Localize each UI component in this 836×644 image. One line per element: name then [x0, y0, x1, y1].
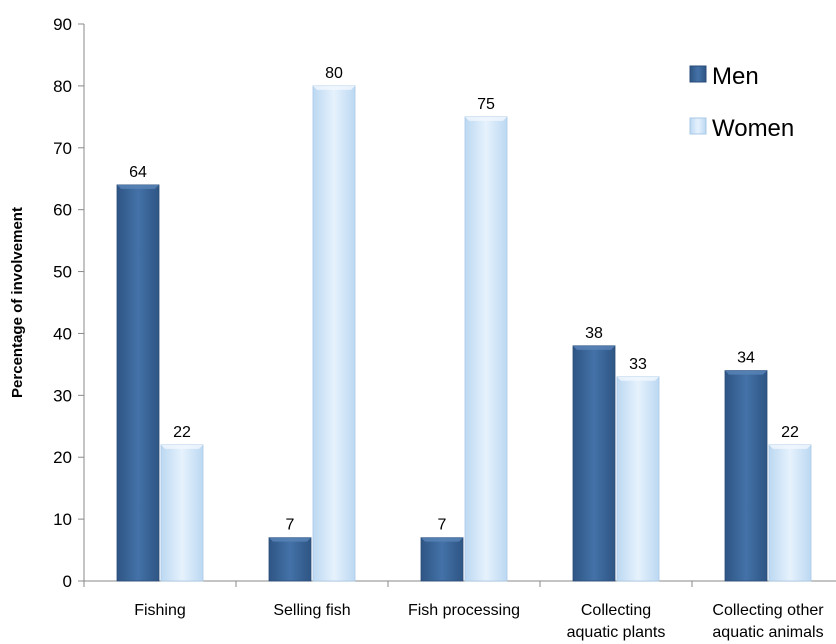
- bar-women: [616, 376, 660, 582]
- legend-label-men: Men: [712, 63, 759, 90]
- data-label: 7: [438, 517, 447, 534]
- y-tick-label: 80: [53, 77, 72, 96]
- bar-bevel: [313, 85, 355, 90]
- y-tick-label: 10: [53, 510, 72, 529]
- bar-bevel: [769, 444, 811, 449]
- y-tick-label: 0: [63, 572, 72, 591]
- bar-men: [724, 370, 768, 582]
- bar-women: [160, 444, 204, 582]
- y-tick-label: 60: [53, 201, 72, 220]
- bar-men: [572, 345, 616, 582]
- bar-men: [116, 184, 160, 582]
- bar-bevel: [465, 116, 507, 121]
- x-tick-label: aquatic plants: [567, 624, 666, 641]
- bar-women: [464, 116, 508, 582]
- bar-bevel: [269, 537, 311, 542]
- bars: [116, 85, 812, 582]
- bar-men: [268, 537, 312, 582]
- data-label: 80: [325, 65, 343, 82]
- x-tick-label: aquatic animals: [712, 624, 823, 641]
- data-label: 22: [781, 424, 799, 441]
- y-tick-label: 50: [53, 263, 72, 282]
- bar-men: [420, 537, 464, 582]
- y-tick-label: 90: [53, 15, 72, 34]
- data-label: 33: [629, 356, 647, 373]
- data-label: 38: [585, 325, 603, 342]
- bar-bevel: [161, 444, 203, 449]
- x-tick-label: Fishing: [134, 602, 186, 619]
- x-tick-label: Fish processing: [408, 602, 520, 619]
- bar-women: [312, 85, 356, 582]
- legend: Men Women: [689, 63, 794, 142]
- x-tick-label: Collecting other: [712, 602, 824, 619]
- data-label: 34: [737, 350, 755, 367]
- bar-bevel: [573, 345, 615, 350]
- labels: 64 22 Fishing 7 80 Selling fish 7 75 Fish proces…: [129, 65, 824, 641]
- data-label: 22: [173, 424, 191, 441]
- legend-label-women: Women: [712, 115, 794, 142]
- x-tick-label: Collecting: [581, 602, 651, 619]
- y-axis-label: Percentage of involvement: [9, 207, 26, 398]
- axes: 0 10 20 30 40 50 60 70 80 90 Percentage of involve…: [9, 15, 836, 591]
- y-tick-label: 40: [53, 324, 72, 343]
- legend-swatch-men: [689, 65, 707, 83]
- bar-bevel: [421, 537, 463, 542]
- x-tick-label: Selling fish: [273, 602, 350, 619]
- y-tick-label: 70: [53, 139, 72, 158]
- data-label: 75: [477, 96, 495, 113]
- data-label: 64: [129, 164, 147, 181]
- bar-bevel: [117, 184, 159, 189]
- legend-swatch-women: [689, 117, 707, 135]
- bar-bevel: [725, 370, 767, 375]
- y-tick-label: 20: [53, 448, 72, 467]
- bar-women: [768, 444, 812, 582]
- data-label: 7: [286, 517, 295, 534]
- y-tick-label: 30: [53, 386, 72, 405]
- bar-bevel: [617, 376, 659, 381]
